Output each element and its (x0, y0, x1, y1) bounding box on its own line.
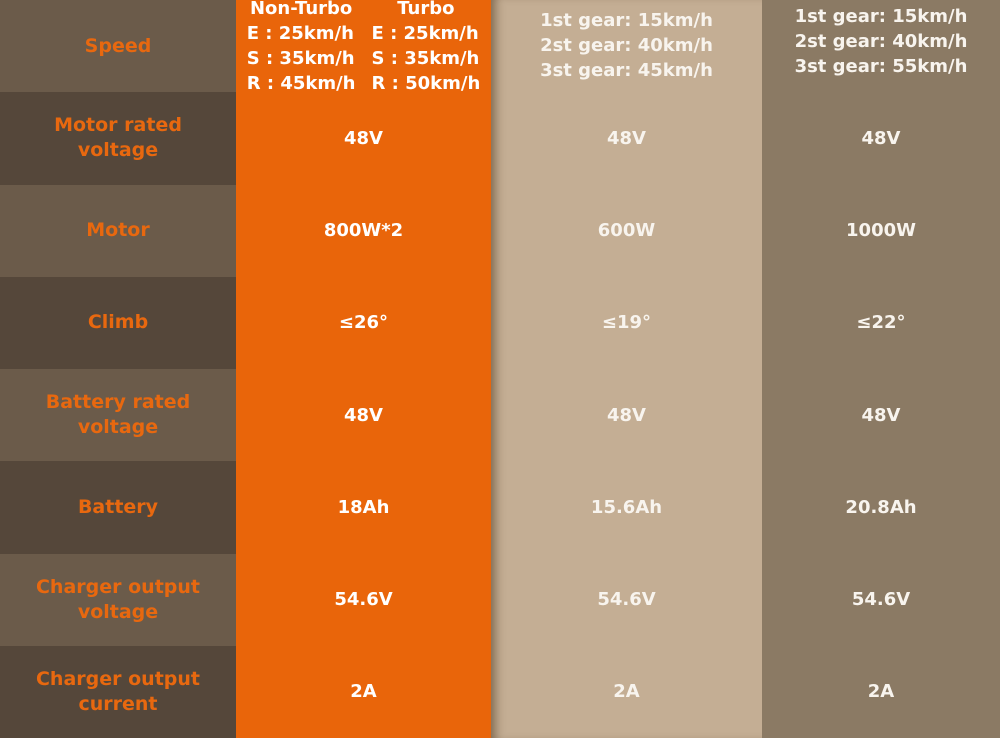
value-cell: 2A (867, 681, 895, 703)
value-cell: 48V (344, 127, 383, 149)
value-cell: 48V (607, 127, 646, 149)
label-charger-output-current: Charger output current (0, 645, 236, 738)
non-turbo-speeds: Non-Turbo E : 25km/h S : 35km/h R : 45km… (247, 0, 356, 96)
value-cell: 2A (350, 681, 377, 703)
value-cell: 800W*2 (323, 220, 404, 242)
speed-line: 1st gear: 15km/h (540, 10, 713, 31)
label-battery: Battery (0, 461, 236, 554)
label-motor: Motor (0, 184, 236, 277)
label-motor-rated-voltage: Motor rated voltage (0, 92, 236, 185)
row-labels-column: Speed Motor rated voltage Motor Climb Ba… (0, 0, 236, 738)
value-cell: 54.6V (851, 589, 911, 611)
value-cell: 54.6V (334, 589, 393, 611)
turbo-header: Turbo (397, 0, 455, 19)
label-text: Battery rated voltage (45, 391, 191, 439)
model-column-1: Non-Turbo E : 25km/h S : 35km/h R : 45km… (236, 0, 491, 738)
label-text: Charger output current (35, 667, 200, 715)
label-text: Motor rated voltage (54, 114, 182, 162)
value-cell: 15.6Ah (590, 496, 663, 518)
turbo-speeds: Turbo E : 25km/h S : 35km/h R : 50km/h (372, 0, 481, 96)
speed-line: 3st gear: 55km/h (794, 56, 968, 77)
value-cell: 18Ah (337, 496, 390, 518)
speed-line: R : 45km/h (246, 73, 356, 94)
speed-line: S : 35km/h (371, 48, 480, 69)
speed-cell: 1st gear: 15km/h 2st gear: 40km/h 3st ge… (762, 0, 1000, 92)
value-cell: 1000W (846, 220, 916, 242)
speed-line: 3st gear: 45km/h (540, 60, 713, 81)
value-cell: 48V (861, 127, 901, 149)
value-cell: ≤26° (338, 312, 389, 334)
speed-line: 1st gear: 15km/h (794, 6, 968, 27)
value-cell: 600W (597, 220, 656, 242)
value-cell: 54.6V (597, 589, 656, 611)
value-cell: ≤19° (601, 312, 652, 334)
speed-line: 2st gear: 40km/h (794, 31, 968, 52)
gear-speeds: 1st gear: 15km/h 2st gear: 40km/h 3st ge… (795, 0, 968, 79)
speed-cell: 1st gear: 15km/h 2st gear: 40km/h 3st ge… (491, 0, 762, 92)
value-cell: 48V (607, 404, 646, 426)
value-cell: 48V (861, 404, 901, 426)
label-speed: Speed (0, 0, 236, 93)
speed-cell: Non-Turbo E : 25km/h S : 35km/h R : 45km… (236, 0, 491, 94)
speed-line: S : 35km/h (246, 48, 355, 69)
gear-speeds: 1st gear: 15km/h 2st gear: 40km/h 3st ge… (540, 0, 713, 83)
value-cell: 48V (344, 404, 383, 426)
value-cell: 2A (613, 681, 640, 703)
speed-line: R : 50km/h (371, 73, 481, 94)
model-column-2: 1st gear: 15km/h 2st gear: 40km/h 3st ge… (491, 0, 762, 738)
value-cell: 20.8Ah (845, 496, 917, 518)
value-cell: ≤22° (856, 312, 906, 334)
speed-line: 2st gear: 40km/h (540, 35, 713, 56)
speed-line: E : 25km/h (246, 23, 354, 44)
label-charger-output-voltage: Charger output voltage (0, 553, 236, 646)
label-battery-rated-voltage: Battery rated voltage (0, 369, 236, 462)
model-column-3: 1st gear: 15km/h 2st gear: 40km/h 3st ge… (762, 0, 1000, 738)
speed-line: E : 25km/h (371, 23, 479, 44)
label-climb: Climb (0, 276, 236, 369)
label-text: Charger output voltage (35, 575, 200, 623)
non-turbo-header: Non-Turbo (249, 0, 353, 19)
